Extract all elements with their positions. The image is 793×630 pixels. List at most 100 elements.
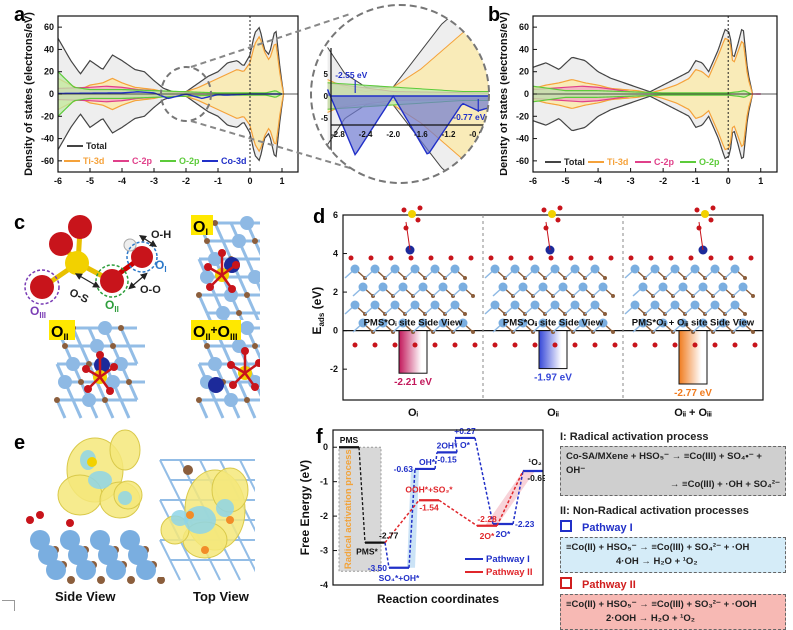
- inset-y-tick-label: 5: [324, 70, 329, 79]
- ti-atom: [82, 393, 96, 407]
- pathway2-eq2: 2·OOH → H₂O + ¹O₂: [606, 613, 695, 624]
- bond: [103, 399, 115, 419]
- x-tick-label: -1: [692, 176, 700, 186]
- inset-x-tick-label: -2.4: [359, 130, 373, 139]
- panel-label-b: b: [488, 4, 501, 26]
- ti-atom: [240, 321, 254, 335]
- bond-label-oh: O-H: [151, 229, 171, 241]
- c-atom: [127, 576, 135, 584]
- pathway1-heading: Pathway I: [560, 520, 786, 535]
- ti-atom: [106, 560, 126, 580]
- ti-atom: [678, 282, 688, 292]
- o-atom: [417, 205, 423, 211]
- o-atom: [608, 255, 614, 261]
- ti-atom: [598, 318, 608, 328]
- o-atom: [227, 361, 235, 369]
- o-atom: [110, 363, 118, 371]
- o-atom: [412, 342, 418, 348]
- ti-atom: [670, 264, 680, 274]
- panel-c-structures: O-H O-S O-O OI OII OIII OI OII OII+OIII: [24, 215, 260, 419]
- side-view-caption: Side View: [55, 589, 116, 604]
- o-atom: [492, 342, 498, 348]
- y-axis-label: Eads (eV): [310, 287, 326, 335]
- o-atom: [82, 365, 90, 373]
- ti-atom: [358, 282, 368, 292]
- o-atom: [696, 225, 702, 231]
- ti-atom: [224, 393, 238, 407]
- side-view-image: [26, 429, 165, 584]
- ti-atom: [350, 264, 360, 274]
- ti-atom: [240, 216, 254, 230]
- bond: [79, 345, 91, 365]
- y-tick-label: 20: [44, 67, 54, 77]
- y-tick-label: 6: [333, 210, 338, 220]
- o-atom: [392, 342, 398, 348]
- o-atom: [708, 217, 714, 223]
- o-atom: [66, 519, 74, 527]
- ti-atom: [398, 318, 408, 328]
- ti-atom: [398, 282, 408, 292]
- o-atom: [36, 511, 44, 519]
- dos-line-o-2p-down: [532, 93, 752, 103]
- ti-atom: [418, 318, 428, 328]
- bond: [159, 459, 171, 481]
- dos-line-total-down: [532, 93, 754, 160]
- o-atom: [428, 255, 434, 261]
- c-atom: [62, 343, 68, 349]
- ti-atom: [378, 282, 388, 292]
- ti-atom: [498, 318, 508, 328]
- panel-label-a: a: [14, 4, 26, 26]
- bond: [169, 559, 181, 581]
- oxygen-atom: [30, 275, 54, 299]
- pathway1-eq1: ≡Co(II) + HSO₅⁻ → ≡Co(III) + SO₄²⁻ + ·OH: [566, 542, 750, 553]
- ti-atom: [98, 545, 118, 565]
- inset-y-tick-label: 0: [324, 92, 329, 101]
- ti-atom: [128, 545, 148, 565]
- c-atom: [244, 292, 250, 298]
- energy-label: -0.63: [394, 464, 414, 474]
- c-atom: [463, 276, 467, 280]
- ti-atom: [578, 318, 588, 328]
- adsorption-structure: [624, 205, 758, 348]
- pathway2-connector: [384, 499, 420, 544]
- bond: [127, 345, 139, 365]
- bond: [159, 539, 171, 561]
- ti-atom: [538, 318, 548, 328]
- o-atom: [694, 207, 700, 213]
- ti-atom: [450, 264, 460, 274]
- structure-caption: PMS*Oᵢᵢ + Oᵢᵢᵢ site Side View: [632, 318, 755, 329]
- x-tick-label: -6: [54, 176, 62, 186]
- ti-atom: [550, 300, 560, 310]
- pathway1-connector: [454, 437, 458, 453]
- top-view-caption: Top View: [193, 589, 250, 604]
- o-atom: [218, 249, 226, 257]
- ti-atom: [410, 300, 420, 310]
- c-atom: [603, 276, 607, 280]
- o-atom: [403, 225, 409, 231]
- legend-label-c-2p: C-2p: [132, 156, 153, 166]
- ti-atom: [498, 282, 508, 292]
- bond: [213, 399, 225, 419]
- o-atom: [728, 255, 734, 261]
- bond: [179, 539, 191, 561]
- ti-atom: [98, 321, 112, 335]
- inset-y-tick-label: -5: [321, 114, 329, 123]
- inset-x-tick-label: -1.2: [442, 130, 456, 139]
- y-tick-label: 40: [519, 44, 529, 54]
- panel-label-e: e: [14, 432, 26, 454]
- c-atom: [603, 312, 607, 316]
- energy-label: OH*: [419, 457, 436, 467]
- bar-value-label: -2.21 eV: [394, 377, 432, 388]
- annotation-label: -2.55 eV: [335, 70, 367, 80]
- inset-x-tick-label: -1.6: [414, 130, 428, 139]
- c-atom: [743, 312, 747, 316]
- bond: [239, 539, 251, 561]
- inset-line-co-3d: [326, 89, 489, 157]
- radical-title: I: Radical activation process: [560, 431, 709, 443]
- bond: [169, 479, 181, 501]
- o-atom: [472, 342, 478, 348]
- bond: [249, 519, 255, 533]
- ti-atom: [378, 318, 388, 328]
- o-atom: [96, 351, 104, 359]
- site-circle-oii: [95, 264, 129, 298]
